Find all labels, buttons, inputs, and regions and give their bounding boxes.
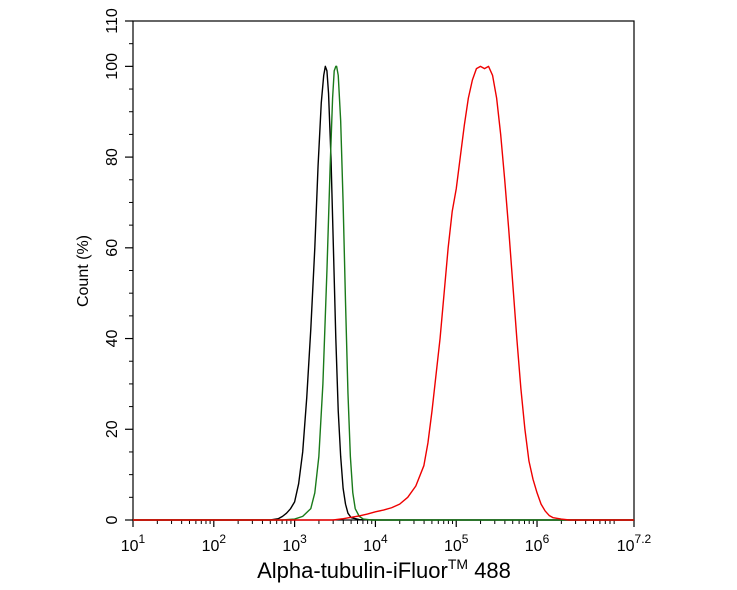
x-axis-ticks: 101 102 103 104 105 106 107.2 [121, 520, 652, 555]
x-tick-label-base: 10 [202, 538, 220, 555]
x-tick-label-base: 10 [525, 538, 543, 555]
x-tick-label-exponent: 4 [381, 532, 388, 546]
x-axis-title-superscript: TM [448, 556, 468, 572]
minor-ticks [129, 20, 615, 524]
x-tick-label: 105 [444, 532, 469, 555]
y-tick-label: 20 [104, 420, 121, 438]
x-tick-label: 102 [202, 532, 227, 555]
y-tick-label: 0 [104, 515, 121, 524]
x-tick-label-base: 10 [282, 538, 300, 555]
x-tick-label: 103 [282, 532, 307, 555]
x-tick-label-exponent: 6 [543, 532, 550, 546]
histogram-series-2 [133, 65, 634, 521]
x-tick-label-base: 10 [444, 538, 462, 555]
plot-frame [132, 20, 635, 521]
x-tick-label-base: 10 [617, 538, 635, 555]
x-tick-label-exponent: 7.2 [635, 532, 652, 546]
y-tick-label: 40 [104, 330, 121, 348]
x-tick-label: 107.2 [617, 532, 652, 555]
y-tick-label: 100 [104, 53, 121, 80]
x-tick-label-exponent: 3 [300, 532, 307, 546]
x-tick-label: 106 [525, 532, 550, 555]
x-tick-label-base: 10 [363, 538, 381, 555]
histogram-series-3 [133, 65, 634, 521]
y-tick-label: 80 [104, 148, 121, 166]
x-tick-label-exponent: 5 [462, 532, 469, 546]
x-tick-label: 104 [363, 532, 388, 555]
y-axis-ticks: 0 20 40 60 80 100 110 [104, 8, 133, 524]
x-axis-title-main: Alpha-tubulin-iFluor [257, 558, 448, 583]
y-tick-label: 110 [104, 8, 121, 34]
x-axis-title-suffix: 488 [468, 558, 511, 583]
x-tick-label-exponent: 2 [219, 532, 226, 546]
x-axis-title: Alpha-tubulin-iFluorTM 488 [257, 556, 511, 583]
x-tick-label-base: 10 [121, 538, 139, 555]
histogram-series-1 [133, 65, 634, 521]
x-tick-label: 101 [121, 532, 146, 555]
y-axis-title: Count (%) [75, 235, 92, 307]
series-layer [133, 65, 634, 521]
y-tick-label: 60 [104, 239, 121, 257]
x-tick-label-exponent: 1 [139, 532, 146, 546]
